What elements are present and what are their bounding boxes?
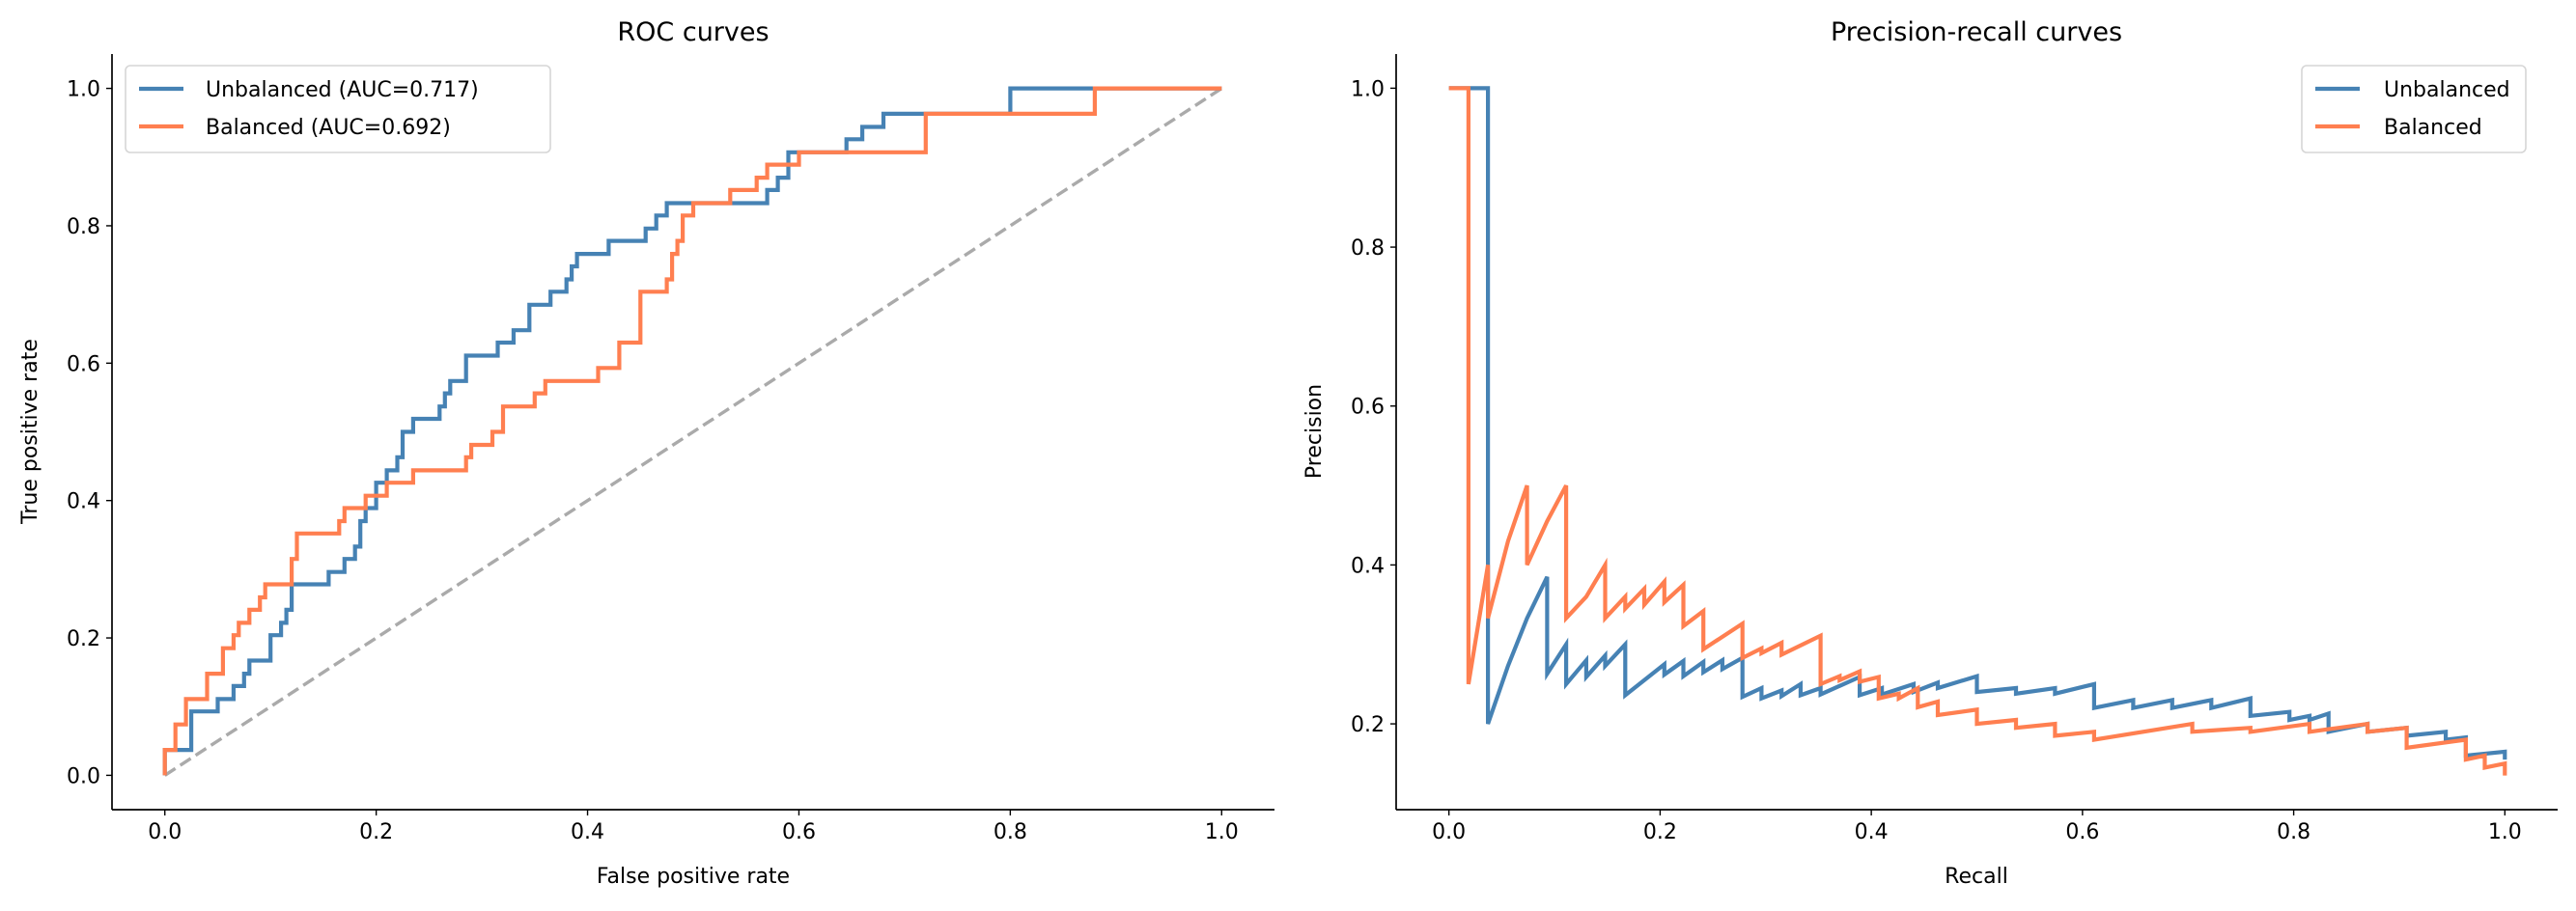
roc-y-tick-label: 0.6 bbox=[67, 352, 100, 376]
pr-x-tick-label: 0.0 bbox=[1432, 820, 1466, 844]
roc-chance-line bbox=[163, 87, 1223, 777]
roc-series-balanced bbox=[162, 86, 1222, 776]
pr-x-tick-label: 0.6 bbox=[2065, 820, 2099, 844]
pr-x-tick-label: 1.0 bbox=[2488, 820, 2522, 844]
roc-legend-label-unbalanced: Unbalanced (AUC=0.717) bbox=[206, 78, 479, 102]
roc-y-tick-label: 0.2 bbox=[67, 627, 100, 651]
pr-legend-label-balanced: Balanced bbox=[2384, 116, 2482, 140]
roc-y-tick-label: 0.8 bbox=[67, 215, 100, 239]
pr-x-tick-label: 0.8 bbox=[2277, 820, 2310, 844]
roc-x-tick-label: 0.4 bbox=[571, 820, 604, 844]
pr-series-balanced bbox=[1448, 86, 2507, 776]
roc-legend-label-balanced: Balanced (AUC=0.692) bbox=[206, 116, 451, 140]
precision-recall-chart: Precision-recall curves Recall Precision… bbox=[1302, 17, 2558, 889]
pr-y-tick-label: 0.4 bbox=[1351, 554, 1385, 578]
roc-ylabel: True positive rate bbox=[18, 339, 42, 525]
pr-xlabel: Recall bbox=[1945, 865, 2008, 889]
pr-y-tick-label: 0.2 bbox=[1351, 713, 1385, 737]
pr-y-tick-label: 0.8 bbox=[1351, 236, 1385, 261]
roc-y-tick-label: 1.0 bbox=[67, 78, 100, 102]
pr-x-tick-label: 0.2 bbox=[1643, 820, 1677, 844]
roc-series-unbalanced bbox=[162, 86, 1222, 776]
pr-ylabel: Precision bbox=[1302, 384, 1327, 479]
roc-legend bbox=[125, 65, 551, 153]
roc-x-tick-label: 0.6 bbox=[782, 820, 816, 844]
pr-y-tick-label: 0.6 bbox=[1351, 396, 1385, 420]
roc-chart: ROC curves False positive rate True posi… bbox=[18, 17, 1274, 889]
pr-legend-label-unbalanced: Unbalanced bbox=[2384, 78, 2510, 102]
pr-legend bbox=[2301, 65, 2527, 153]
pr-y-tick-label: 1.0 bbox=[1351, 77, 1385, 101]
roc-y-tick-label: 0.4 bbox=[67, 490, 100, 514]
roc-y-tick-label: 0.0 bbox=[67, 764, 100, 788]
roc-xlabel: False positive rate bbox=[597, 865, 790, 889]
roc-x-tick-label: 0.0 bbox=[148, 820, 182, 844]
pr-plot-area bbox=[1448, 86, 2507, 776]
roc-legend-box bbox=[125, 65, 551, 153]
pr-x-tick-label: 0.4 bbox=[1855, 820, 1889, 844]
roc-title: ROC curves bbox=[617, 17, 769, 47]
pr-series-unbalanced bbox=[1448, 86, 2507, 760]
roc-x-tick-label: 1.0 bbox=[1205, 820, 1239, 844]
roc-plot-area bbox=[162, 86, 1223, 777]
pr-title: Precision-recall curves bbox=[1831, 17, 2122, 47]
roc-x-tick-label: 0.8 bbox=[994, 820, 1027, 844]
roc-x-tick-label: 0.2 bbox=[359, 820, 393, 844]
